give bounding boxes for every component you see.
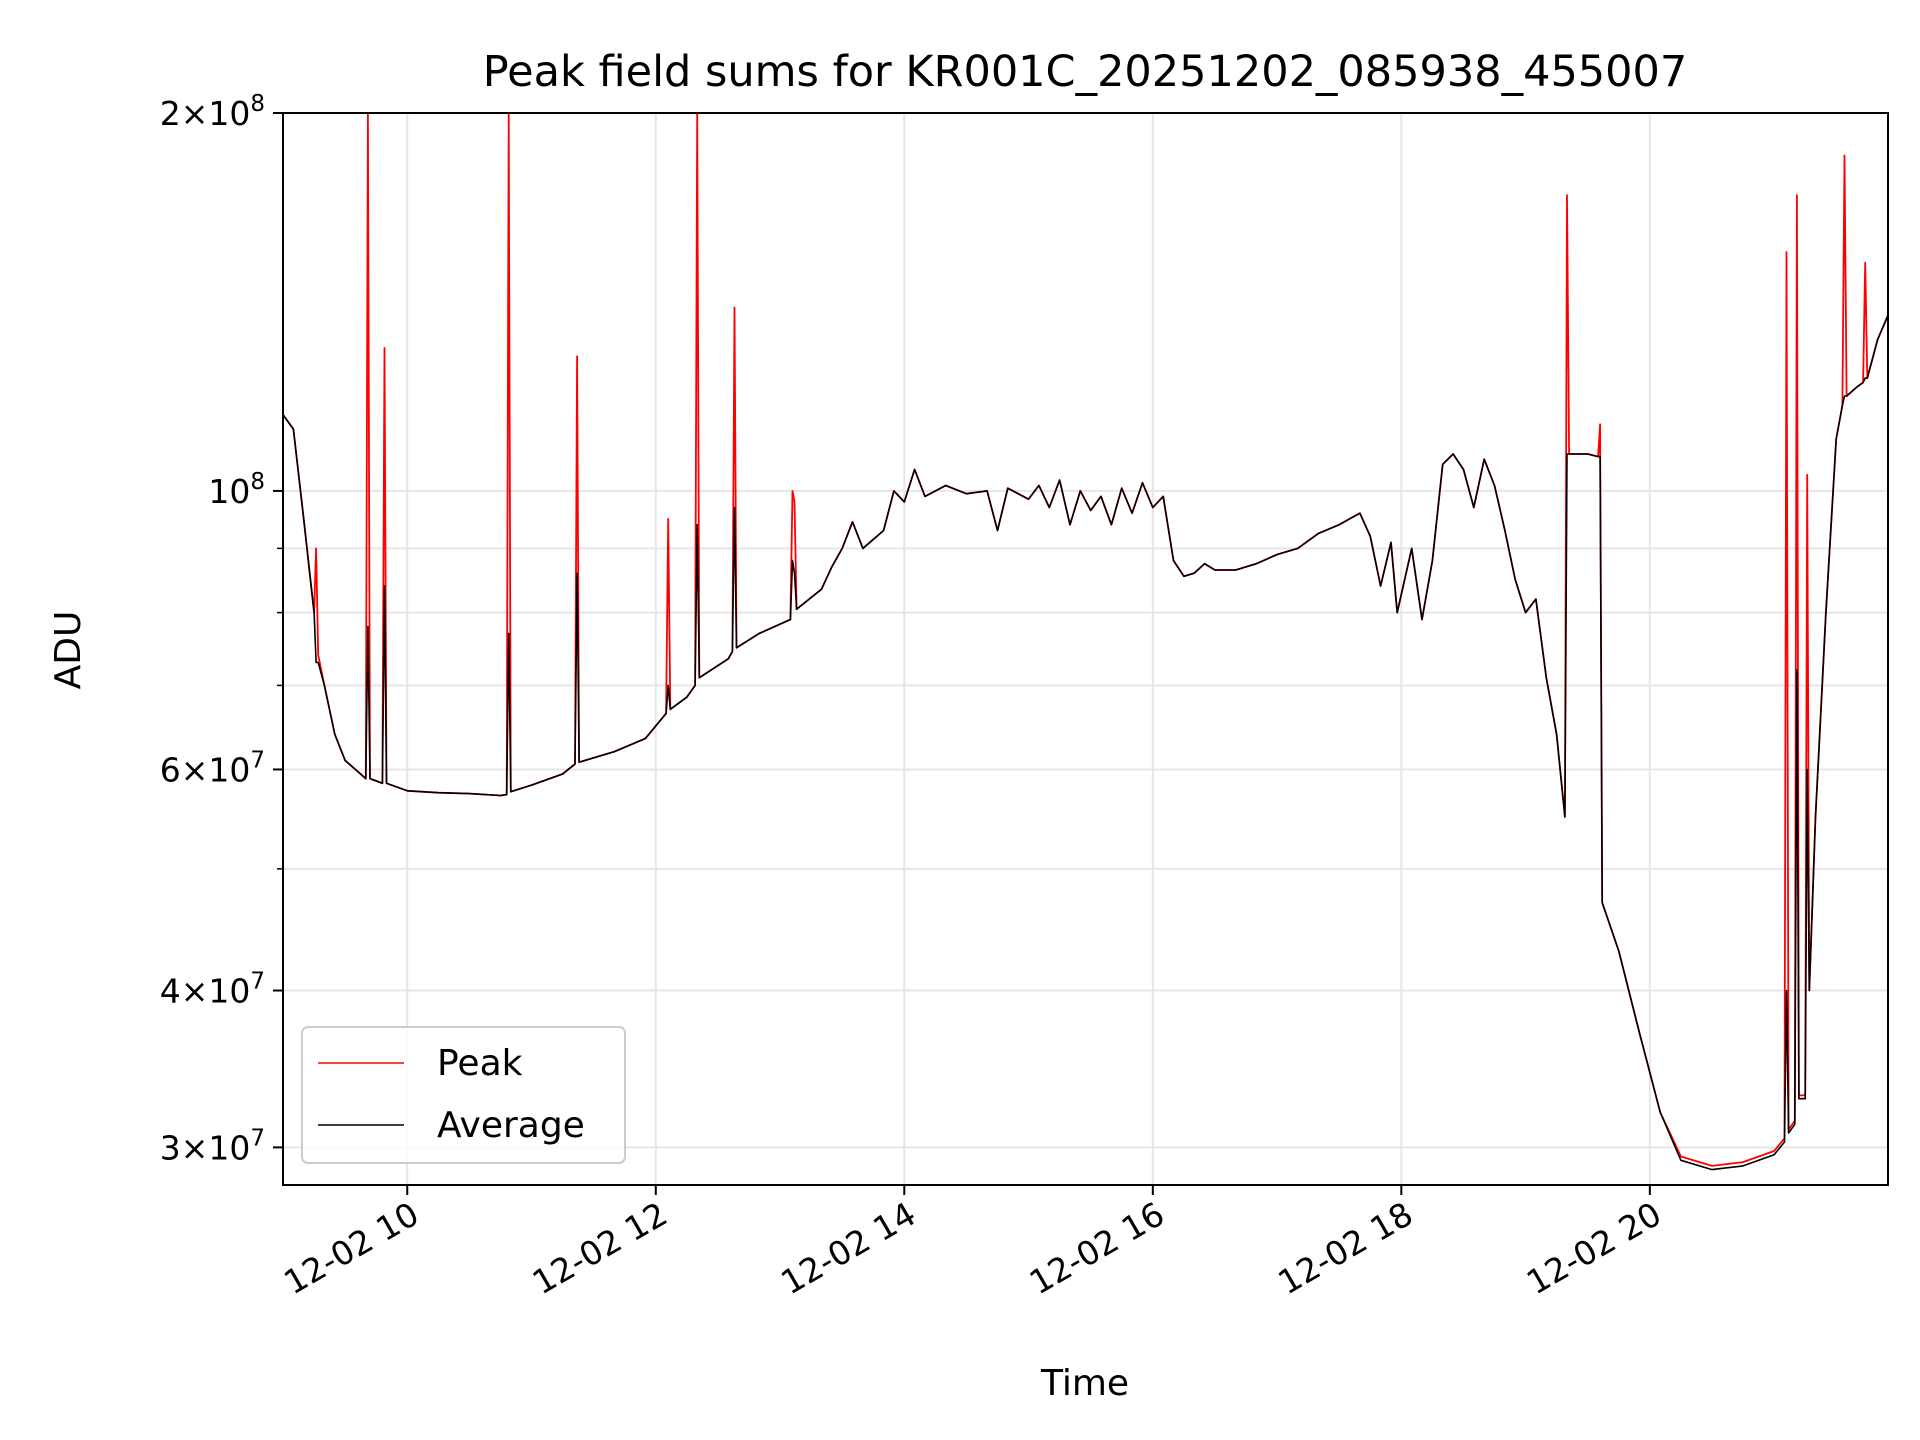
y-tick-label: 2×108: [160, 91, 265, 133]
y-tick-label: 6×107: [160, 747, 265, 789]
series-lines: [283, 113, 1888, 1171]
y-axis: 2×108 108 6×107 4×107 3×107: [160, 91, 283, 1167]
y-tick-label: 3×107: [160, 1125, 265, 1167]
x-axis-label: Time: [1040, 1363, 1129, 1404]
y-axis-label: ADU: [48, 611, 89, 690]
legend: Peak Average: [301, 1026, 626, 1164]
legend-average-label: Average: [437, 1105, 585, 1146]
legend-box: [301, 1026, 626, 1164]
plot-area: [283, 113, 1888, 1171]
legend-peak-label: Peak: [437, 1043, 523, 1084]
chart-title: Peak field sums for KR001C_20251202_0859…: [483, 47, 1687, 97]
plot-frame: [282, 112, 1889, 1186]
y-tick-label: 108: [208, 469, 265, 511]
series-line-average: [283, 314, 1888, 1171]
y-tick-label: 4×107: [160, 969, 265, 1011]
